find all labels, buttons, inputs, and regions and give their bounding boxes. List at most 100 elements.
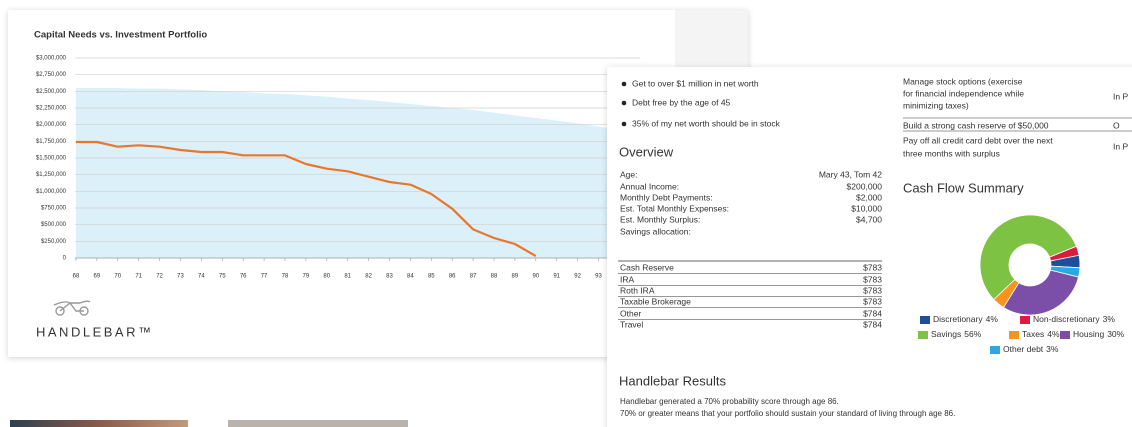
overview-label: Annual Income: [620, 181, 679, 191]
overview-label: Age: [620, 169, 638, 179]
y-tick-label: $2,500,000 [36, 89, 67, 95]
x-tick-label: 77 [261, 274, 268, 280]
results-line: 70% or greater means that your portfolio… [620, 409, 955, 418]
y-tick-label: $2,250,000 [36, 106, 67, 112]
section-title: Handlebar Results [619, 373, 726, 388]
overview-label: Est. Total Monthly Expenses: [620, 203, 729, 213]
allocation-value: $784 [863, 308, 882, 318]
legend-label: Savings56% [931, 329, 982, 339]
legend-value: 56% [964, 329, 981, 339]
x-tick-label: 70 [114, 274, 121, 280]
y-tick-label: $1,250,000 [36, 172, 67, 178]
y-tick-label: $500,000 [41, 222, 67, 228]
x-tick-label: 81 [344, 274, 351, 280]
y-tick-label: $1,500,000 [36, 156, 67, 162]
goal-text: three months with surplus [903, 148, 1000, 158]
allocation-value: $783 [863, 262, 882, 272]
thumbnail [228, 420, 408, 427]
allocation-value: $783 [863, 296, 882, 306]
legend-name: Housing [1073, 329, 1104, 339]
allocation-label: Other [620, 308, 641, 318]
goal-text: Manage stock options (exercise [903, 76, 1023, 86]
x-tick-label: 89 [512, 274, 519, 280]
x-tick-label: 71 [135, 274, 142, 280]
screenshot: Capital Needs vs. Investment Portfolio0$… [0, 0, 1132, 427]
x-tick-label: 92 [574, 274, 581, 280]
legend-name: Savings [931, 329, 961, 339]
y-tick-label: $750,000 [41, 206, 67, 212]
x-tick-label: 86 [449, 274, 456, 280]
legend-swatch [918, 331, 928, 339]
x-tick-label: 84 [407, 274, 414, 280]
legend-name: Discretionary [933, 314, 983, 324]
x-tick-label: 75 [219, 274, 226, 280]
y-tick-label: $2,750,000 [36, 72, 67, 78]
overview-value: $4,700 [856, 214, 882, 224]
overview-value: $10,000 [851, 203, 882, 213]
x-tick-label: 91 [553, 274, 560, 280]
legend-value: 30% [1107, 329, 1124, 339]
legend-value: 4% [986, 314, 999, 324]
allocation-value: $783 [863, 285, 882, 295]
thumbnail [10, 420, 188, 427]
legend-swatch [1009, 331, 1019, 339]
goal-status: In P [1113, 141, 1128, 151]
section-title: Overview [619, 144, 674, 159]
bullet [622, 101, 627, 106]
goal-text: Pay off all credit card debt over the ne… [903, 135, 1053, 145]
legend-swatch [1020, 316, 1030, 324]
goal: Debt free by the age of 45 [632, 97, 731, 107]
allocation-label: IRA [620, 274, 635, 284]
legend-swatch [990, 346, 1000, 354]
legend-swatch [1060, 331, 1070, 339]
goal-text: minimizing taxes) [903, 100, 969, 110]
y-tick-label: $1,750,000 [36, 139, 67, 145]
goal: 35% of my net worth should be in stock [632, 118, 781, 128]
overview-value: $2,000 [856, 192, 882, 202]
allocation-label: Roth IRA [620, 285, 655, 295]
results-line: Handlebar generated a 70% probability sc… [620, 397, 839, 406]
x-tick-label: 83 [386, 274, 393, 280]
allocation-value: $783 [863, 274, 882, 284]
x-tick-label: 85 [428, 274, 435, 280]
legend-name: Non-discretionary [1033, 314, 1100, 324]
overview-value: $200,000 [847, 181, 883, 191]
x-tick-label: 76 [240, 274, 247, 280]
x-tick-label: 93 [595, 274, 602, 280]
x-tick-label: 69 [94, 274, 101, 280]
goal-text: for financial independence while [903, 88, 1024, 98]
legend-value: 3% [1103, 314, 1116, 324]
legend-label: Taxes4% [1022, 329, 1060, 339]
goal-status: O [1113, 120, 1120, 130]
x-tick-label: 68 [73, 274, 80, 280]
logo: HANDLEBAR™ [36, 324, 153, 339]
chart-title: Cash Flow Summary [903, 180, 1024, 195]
legend-value: 4% [1047, 329, 1060, 339]
x-tick-label: 80 [323, 274, 330, 280]
allocation-title: Savings allocation: [620, 226, 691, 236]
goal-status: In P [1113, 91, 1128, 101]
chart-title: Capital Needs vs. Investment Portfolio [34, 30, 207, 41]
goal-text: Build a strong cash reserve of $50,000 [903, 120, 1049, 130]
allocation-label: Cash Reserve [620, 262, 674, 272]
x-tick-label: 79 [303, 274, 310, 280]
x-tick-label: 90 [532, 274, 539, 280]
goal: Get to over $1 million in net worth [632, 78, 759, 88]
legend-swatch [920, 316, 930, 324]
overview-label: Monthly Debt Payments: [620, 192, 713, 202]
x-tick-label: 82 [365, 274, 372, 280]
x-tick-label: 74 [198, 274, 205, 280]
y-tick-label: $2,000,000 [36, 122, 67, 128]
y-tick-label: $1,000,000 [36, 189, 67, 195]
legend-name: Other debt [1003, 344, 1044, 354]
allocation-value: $784 [863, 319, 882, 329]
x-tick-label: 73 [177, 274, 184, 280]
x-tick-label: 88 [491, 274, 498, 280]
overview-value: Mary 43, Tom 42 [819, 169, 882, 179]
overview-label: Est. Monthly Surplus: [620, 214, 700, 224]
x-tick-label: 78 [282, 274, 289, 280]
